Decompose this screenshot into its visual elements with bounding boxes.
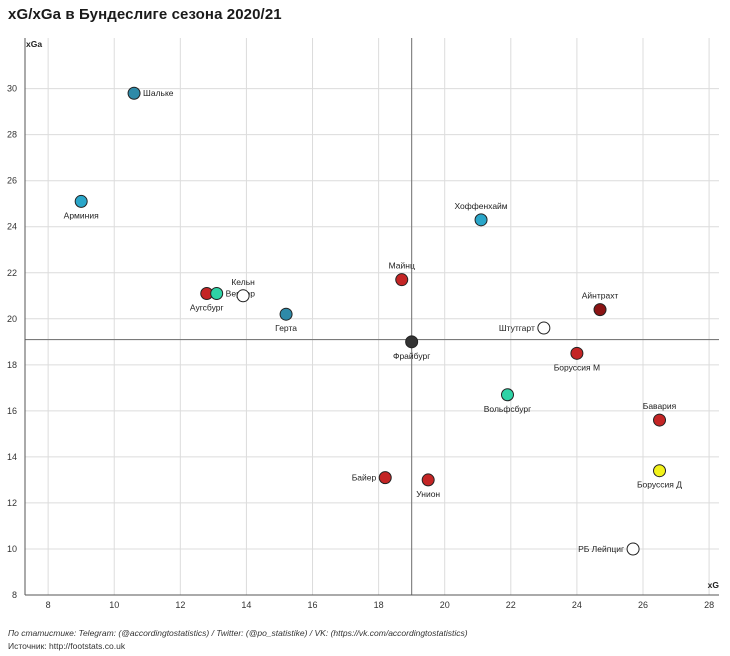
y-tick-label: 28 xyxy=(7,130,17,140)
x-axis-title: xG xyxy=(708,580,720,590)
y-tick-label: 26 xyxy=(7,176,17,186)
point-marker xyxy=(378,471,392,485)
point-marker xyxy=(405,335,419,349)
point-label: РБ Лейпциг xyxy=(578,544,624,554)
y-tick-label: 20 xyxy=(7,314,17,324)
y-tick-label: 18 xyxy=(7,360,17,370)
point-marker xyxy=(626,542,640,556)
x-tick-label: 16 xyxy=(308,600,318,610)
point-label: Бавария xyxy=(643,401,677,411)
x-tick-label: 20 xyxy=(440,600,450,610)
footer-source: По статистике: Telegram: (@accordingtost… xyxy=(8,628,468,638)
point-label: Боруссия Д xyxy=(637,480,682,490)
point-label: Кельн xyxy=(231,277,255,287)
point-label: Майнц xyxy=(389,261,415,271)
x-tick-label: 18 xyxy=(374,600,384,610)
y-tick-label: 10 xyxy=(7,544,17,554)
point-label: Байер xyxy=(352,473,377,483)
y-tick-label: 30 xyxy=(7,84,17,94)
grid xyxy=(25,38,719,596)
axes: 8 10 12 14 16 18 20 22 24 26 28 8 10 12 14 16 18 20 22 24 26… xyxy=(7,38,719,610)
point-marker xyxy=(500,388,514,402)
x-tick-label: 12 xyxy=(175,600,185,610)
x-tick-label: 22 xyxy=(506,600,516,610)
point-marker xyxy=(653,464,667,478)
y-tick-label: 22 xyxy=(7,268,17,278)
x-tick-label: 26 xyxy=(638,600,648,610)
point-marker xyxy=(593,303,607,317)
point-marker xyxy=(653,413,667,427)
points: ШалькеАрминияХоффенхаймМайнцАугсбургВерд… xyxy=(64,86,682,556)
point-marker xyxy=(474,213,488,227)
y-tick-label: 14 xyxy=(7,452,17,462)
y-tick-label: 24 xyxy=(7,222,17,232)
point-marker xyxy=(127,86,141,100)
point-label: Хоффенхайм xyxy=(454,201,507,211)
x-tick-label: 8 xyxy=(46,600,51,610)
point-marker xyxy=(537,321,551,335)
point-label: Аугсбург xyxy=(190,302,224,312)
x-tick-label: 28 xyxy=(704,600,714,610)
point-label: Фрайбург xyxy=(393,351,430,361)
point-marker xyxy=(421,473,435,487)
x-tick-label: 14 xyxy=(241,600,251,610)
x-tick-label: 10 xyxy=(109,600,119,610)
point-label: Арминия xyxy=(64,210,99,220)
point-marker xyxy=(395,273,409,287)
point-label: Герта xyxy=(275,323,297,333)
y-tick-label: 8 xyxy=(12,590,17,600)
footer-url: Источник: http://footstats.co.uk xyxy=(8,641,126,651)
point-label: Шальке xyxy=(143,88,174,98)
x-tick-label: 24 xyxy=(572,600,582,610)
y-tick-label: 16 xyxy=(7,406,17,416)
point-label: Вольфсбург xyxy=(484,404,532,414)
point-label: Штутгарт xyxy=(499,323,535,333)
point-label: Айнтрахт xyxy=(582,291,619,301)
y-axis-title: xGa xyxy=(26,39,42,49)
point-label: Унион xyxy=(416,489,440,499)
point-marker xyxy=(236,289,250,303)
point-marker xyxy=(570,346,584,360)
chart-title: xG/xGa в Бундеслиге сезона 2020/21 xyxy=(8,6,282,23)
y-tick-label: 12 xyxy=(7,498,17,508)
point-label: Боруссия М xyxy=(554,362,600,372)
point-marker xyxy=(74,194,88,208)
point-marker xyxy=(210,286,224,300)
point-marker xyxy=(279,307,293,321)
